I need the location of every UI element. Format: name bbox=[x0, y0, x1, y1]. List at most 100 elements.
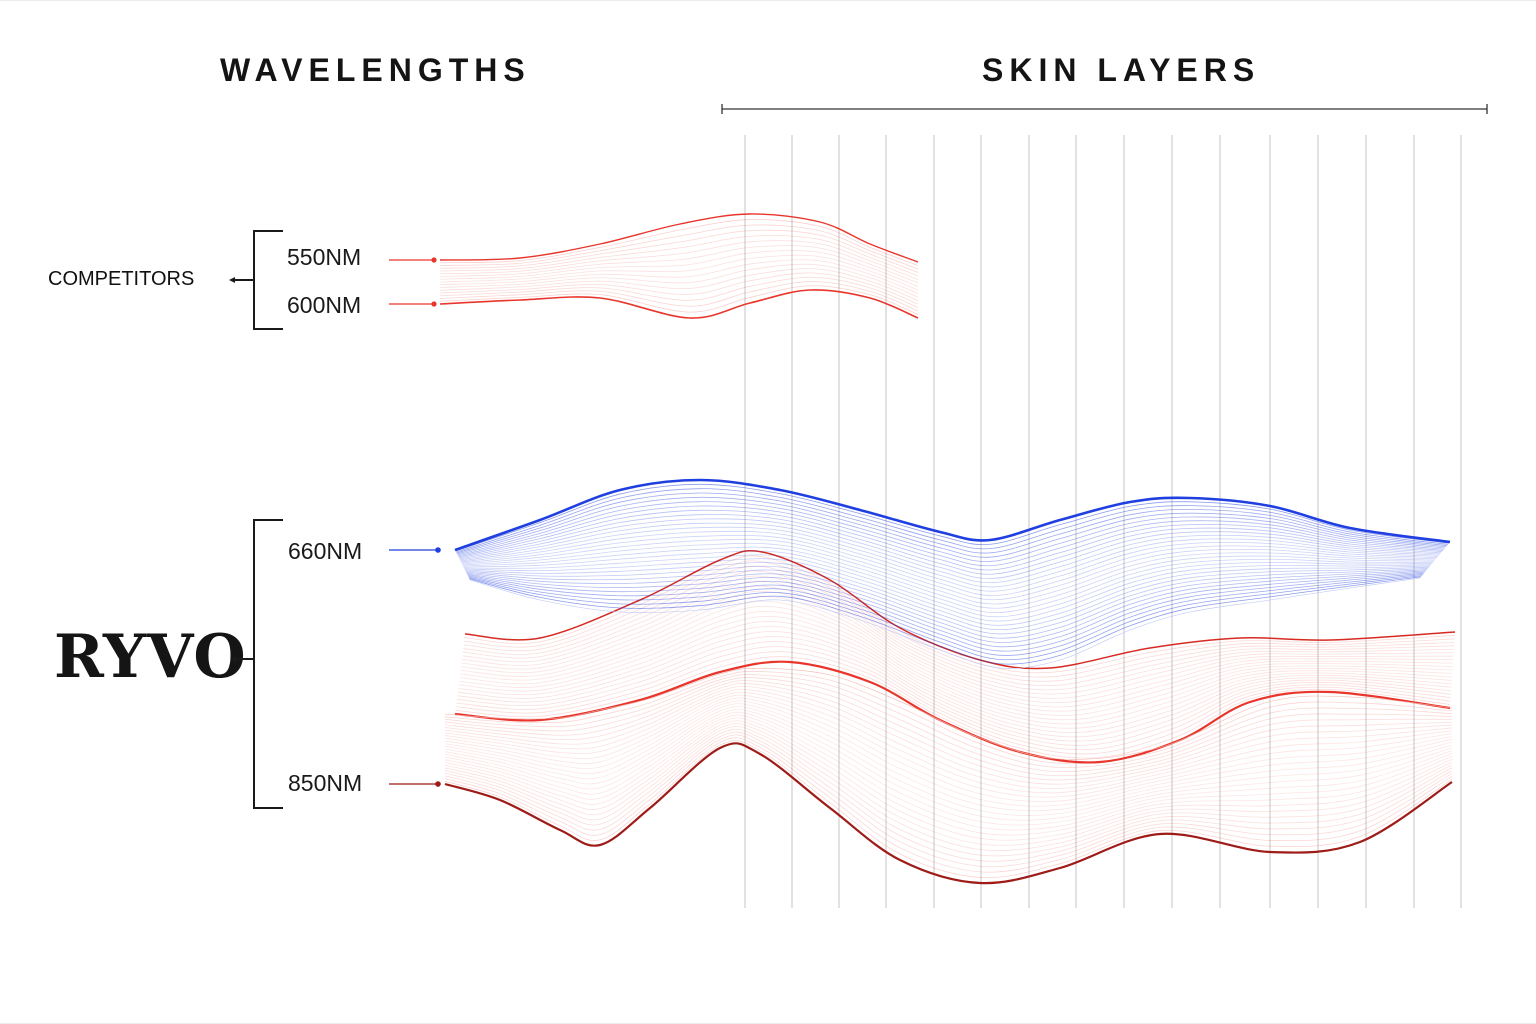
blue-wave-21 bbox=[465, 565, 1430, 631]
850nm-wave-13 bbox=[444, 706, 1453, 816]
competitor-wave-7 bbox=[439, 250, 919, 287]
blue-wave-11 bbox=[460, 526, 1440, 588]
blue-wave-17 bbox=[463, 550, 1434, 613]
red-middle-wave-15 bbox=[458, 626, 1452, 733]
blue-wave-14 bbox=[461, 538, 1437, 601]
blue-wave-8 bbox=[458, 514, 1443, 575]
red-middle-wave-3 bbox=[463, 565, 1455, 682]
leader-660 bbox=[389, 547, 441, 553]
competitors-arrow-icon bbox=[229, 277, 235, 283]
wavelength-label-660: 660NM bbox=[288, 538, 363, 564]
blue-wave-22 bbox=[465, 568, 1429, 635]
red-middle-wave-9 bbox=[460, 595, 1453, 708]
brand-label: RYVO bbox=[54, 622, 247, 692]
leader-850 bbox=[389, 781, 441, 787]
850nm-wave-15 bbox=[444, 700, 1453, 807]
blue-wave-1 bbox=[455, 483, 1450, 552]
blue-wave-19 bbox=[464, 558, 1432, 622]
wavelength-label-600: 600NM bbox=[287, 292, 362, 318]
brand-bracket bbox=[233, 519, 283, 809]
blue-wave-29 bbox=[469, 576, 1422, 665]
red-middle-wave-11 bbox=[459, 605, 1453, 716]
red-middle-wave-16 bbox=[457, 631, 1452, 738]
competitor-wave-11 bbox=[439, 268, 919, 301]
850nm-wave-16 bbox=[444, 697, 1453, 803]
red-middle-wave-10 bbox=[460, 600, 1453, 712]
red-middle-wave-17 bbox=[457, 636, 1452, 742]
850nm-wave-21 bbox=[444, 683, 1453, 781]
blue-wave-3 bbox=[456, 492, 1448, 554]
blue-wave-2 bbox=[455, 488, 1449, 553]
skin-layer-grid bbox=[744, 135, 1462, 908]
red-middle-wave-22 bbox=[454, 660, 1451, 764]
skin-layers-span-line bbox=[721, 104, 1488, 114]
blue-wave-4 bbox=[456, 496, 1447, 558]
red-middle-wave-4 bbox=[463, 570, 1455, 687]
red-middle-wave-6 bbox=[462, 580, 1454, 695]
blue-wave-23 bbox=[466, 569, 1428, 639]
red-middle-wave-2 bbox=[464, 560, 1455, 678]
blue-wave-30 bbox=[469, 577, 1421, 669]
competitors-wave-bundle bbox=[439, 213, 919, 319]
850nm-wave-3 bbox=[444, 734, 1453, 868]
blue-wave-0 bbox=[454, 478, 1451, 552]
blue-wave-24 bbox=[466, 570, 1427, 643]
850nm-wave-20 bbox=[444, 685, 1453, 785]
red-wave-bundle-middle bbox=[454, 549, 1456, 764]
competitor-wave-12 bbox=[439, 272, 919, 305]
blue-wave-13 bbox=[461, 534, 1438, 596]
competitor-wave-4 bbox=[439, 235, 919, 277]
red-middle-wave-1 bbox=[464, 555, 1455, 674]
competitors-label: COMPETITORS bbox=[48, 268, 195, 290]
red-middle-wave-14 bbox=[458, 621, 1452, 729]
red-middle-wave-7 bbox=[461, 585, 1454, 699]
wavelength-label-850: 850NM bbox=[288, 770, 363, 796]
850nm-wave-17 bbox=[444, 694, 1453, 798]
blue-wave-15 bbox=[462, 542, 1436, 605]
competitor-wave-8 bbox=[439, 254, 919, 291]
competitor-wave-9 bbox=[439, 259, 919, 294]
wavelength-label-550: 550NM bbox=[287, 244, 362, 270]
wavelengths-header: WAVELENGTHS bbox=[220, 52, 531, 88]
red-middle-wave-8 bbox=[461, 590, 1454, 704]
blue-wave-28 bbox=[468, 575, 1423, 661]
red-middle-wave-21 bbox=[455, 656, 1451, 759]
competitor-wave-10 bbox=[439, 263, 919, 298]
competitor-wave-6 bbox=[439, 245, 919, 284]
blue-wave-9 bbox=[459, 518, 1442, 579]
850nm-wave-24 bbox=[444, 674, 1453, 768]
red-middle-wave-13 bbox=[459, 616, 1453, 725]
blue-wave-7 bbox=[458, 509, 1444, 571]
blue-wave-16 bbox=[462, 546, 1435, 609]
850nm-wave-25 bbox=[444, 671, 1453, 764]
blue-wave-18 bbox=[463, 554, 1433, 618]
850nm-wave-22 bbox=[444, 680, 1453, 777]
850nm-wave-1 bbox=[444, 740, 1453, 879]
850nm-wave-7 bbox=[444, 723, 1453, 846]
850nm-wave-23 bbox=[444, 677, 1453, 772]
blue-wave-12 bbox=[460, 530, 1439, 592]
red-middle-wave-5 bbox=[462, 575, 1454, 691]
blue-wave-26 bbox=[467, 572, 1425, 652]
blue-wave-5 bbox=[457, 501, 1446, 562]
850nm-wave-9 bbox=[444, 717, 1453, 836]
red-middle-wave-12 bbox=[459, 611, 1453, 721]
competitor-wave-16 bbox=[439, 289, 919, 319]
blue-wave-27 bbox=[468, 574, 1424, 656]
blue-wave-10 bbox=[459, 522, 1441, 584]
850nm-wave-5 bbox=[444, 728, 1453, 857]
blue-wave-20 bbox=[464, 562, 1431, 626]
red-middle-wave-19 bbox=[456, 646, 1451, 751]
red-middle-wave-18 bbox=[456, 641, 1451, 746]
competitor-wave-1 bbox=[439, 219, 919, 266]
blue-wave-6 bbox=[457, 505, 1445, 567]
competitor-wave-2 bbox=[439, 224, 919, 270]
leader-600 bbox=[389, 301, 437, 307]
competitor-wave-0 bbox=[439, 213, 919, 263]
850nm-wave-8 bbox=[444, 720, 1453, 841]
competitor-wave-14 bbox=[439, 281, 919, 312]
850nm-wave-18 bbox=[444, 691, 1453, 794]
competitor-wave-3 bbox=[439, 229, 919, 273]
850-wave-bundle bbox=[444, 667, 1453, 885]
